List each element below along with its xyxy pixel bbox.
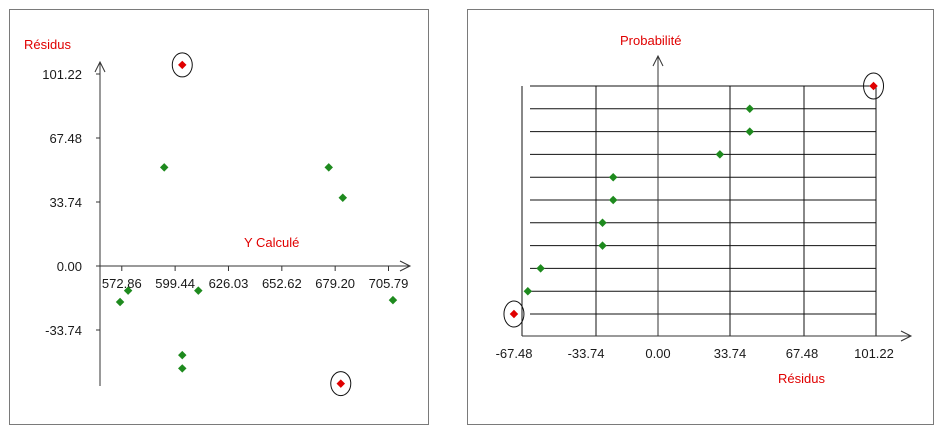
left-plot-frame — [9, 9, 429, 425]
right-x-tick-label: 101.22 — [854, 346, 894, 361]
left-y-tick-label: 67.48 — [49, 131, 82, 146]
outlier-highlight-circle — [503, 300, 525, 328]
left-y-tick-label: 33.74 — [49, 195, 82, 210]
data-point — [598, 241, 607, 250]
residuals-vs-fitted-chart: Résidus Y Calculé 101.22 67.48 33.74 0.00 -3… — [0, 0, 440, 434]
right-x-tick-label: 33.74 — [714, 346, 747, 361]
right-y-axis-title: Probabilité — [620, 33, 681, 48]
right-y-axis-arrow — [652, 54, 664, 67]
right-x-tick-labels: -67.48 -33.74 0.00 33.74 67.48 101.22 — [496, 346, 894, 361]
left-y-axis-title: Résidus — [24, 37, 71, 52]
data-point — [388, 295, 398, 305]
left-x-tick-label: 626.03 — [209, 276, 249, 291]
residuals-vs-fitted-plot: Résidus Y Calculé 101.22 67.48 33.74 0.00 -3… — [9, 9, 429, 425]
right-x-tick-label: -67.48 — [496, 346, 533, 361]
data-point — [159, 163, 169, 172]
left-x-tick-label: 705.79 — [369, 276, 409, 291]
normal-probability-chart: Probabilité Résidus -67.48 -33.74 0.00 33.7… — [458, 0, 944, 434]
left-y-axis-arrow — [94, 60, 106, 73]
data-point — [523, 286, 533, 296]
left-x-tick-label: 599.44 — [155, 276, 195, 291]
left-x-tick-label: 679.20 — [315, 276, 355, 291]
data-point — [123, 286, 133, 295]
left-y-tick-labels: 101.22 67.48 33.74 0.00 -33.74 — [42, 67, 100, 338]
data-point — [745, 127, 755, 136]
data-point — [608, 195, 618, 205]
left-y-tick-label: -33.74 — [45, 323, 82, 338]
data-point — [194, 286, 203, 295]
data-point — [338, 193, 348, 202]
right-x-axis-title: Résidus — [778, 371, 825, 386]
right-x-tick-label: 67.48 — [786, 346, 819, 361]
data-point — [745, 104, 755, 114]
left-x-tick-label: 652.62 — [262, 276, 302, 291]
outlier-point — [336, 379, 346, 388]
right-x-tick-label: -33.74 — [568, 346, 605, 361]
right-x-tick-label: 0.00 — [645, 346, 670, 361]
left-y-tick-label: 0.00 — [57, 259, 82, 274]
data-point — [178, 364, 187, 373]
right-plot-frame — [467, 9, 934, 425]
data-point — [608, 172, 618, 182]
right-x-axis-arrow — [900, 330, 913, 342]
outlier-point — [509, 309, 519, 319]
data-point — [115, 297, 125, 307]
left-x-axis-arrow — [399, 260, 412, 272]
left-x-tick-label: 572.86 — [102, 276, 142, 291]
left-x-tick-labels: 572.86 599.44 626.03 652.62 679.20 705.79 — [102, 266, 408, 291]
data-point — [598, 218, 607, 228]
outlier-highlight-circle — [330, 371, 352, 397]
data-point — [324, 163, 333, 172]
outlier-highlight-circle — [863, 72, 885, 100]
left-y-tick-label: 101.22 — [42, 67, 82, 82]
left-x-axis-title: Y Calculé — [244, 235, 299, 250]
right-grid — [521, 85, 877, 336]
data-point — [178, 350, 187, 360]
outlier-highlight-circle — [171, 52, 193, 78]
normal-probability-plot: Probabilité Résidus -67.48 -33.74 0.00 33.7… — [467, 9, 934, 425]
